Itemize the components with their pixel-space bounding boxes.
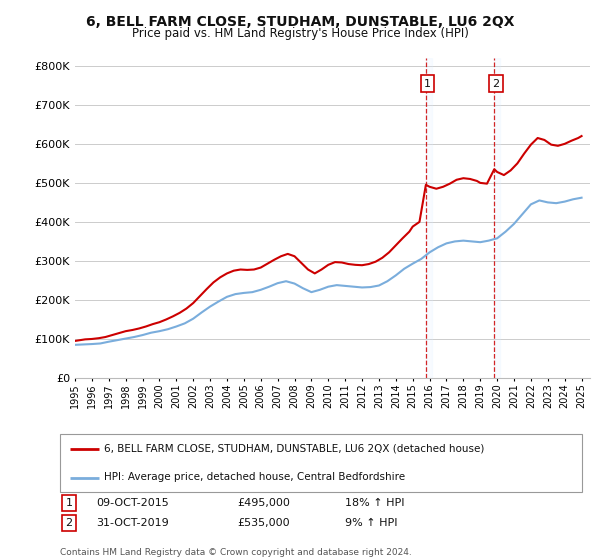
Text: Price paid vs. HM Land Registry's House Price Index (HPI): Price paid vs. HM Land Registry's House … [131,27,469,40]
Text: 31-OCT-2019: 31-OCT-2019 [96,518,169,528]
Text: 6, BELL FARM CLOSE, STUDHAM, DUNSTABLE, LU6 2QX (detached house): 6, BELL FARM CLOSE, STUDHAM, DUNSTABLE, … [104,444,485,454]
Text: 6, BELL FARM CLOSE, STUDHAM, DUNSTABLE, LU6 2QX: 6, BELL FARM CLOSE, STUDHAM, DUNSTABLE, … [86,15,514,29]
Text: 09-OCT-2015: 09-OCT-2015 [96,498,169,508]
Text: HPI: Average price, detached house, Central Bedfordshire: HPI: Average price, detached house, Cent… [104,473,406,483]
Bar [426,58,432,378]
Text: 9% ↑ HPI: 9% ↑ HPI [345,518,398,528]
Text: 18% ↑ HPI: 18% ↑ HPI [345,498,404,508]
Text: 2: 2 [65,518,73,528]
Text: Contains HM Land Registry data © Crown copyright and database right 2024.
This d: Contains HM Land Registry data © Crown c… [60,548,412,560]
Bar [494,58,500,378]
Text: 2: 2 [493,78,500,88]
Text: 1: 1 [424,78,431,88]
Text: £495,000: £495,000 [237,498,290,508]
Text: 1: 1 [65,498,73,508]
Text: £535,000: £535,000 [237,518,290,528]
